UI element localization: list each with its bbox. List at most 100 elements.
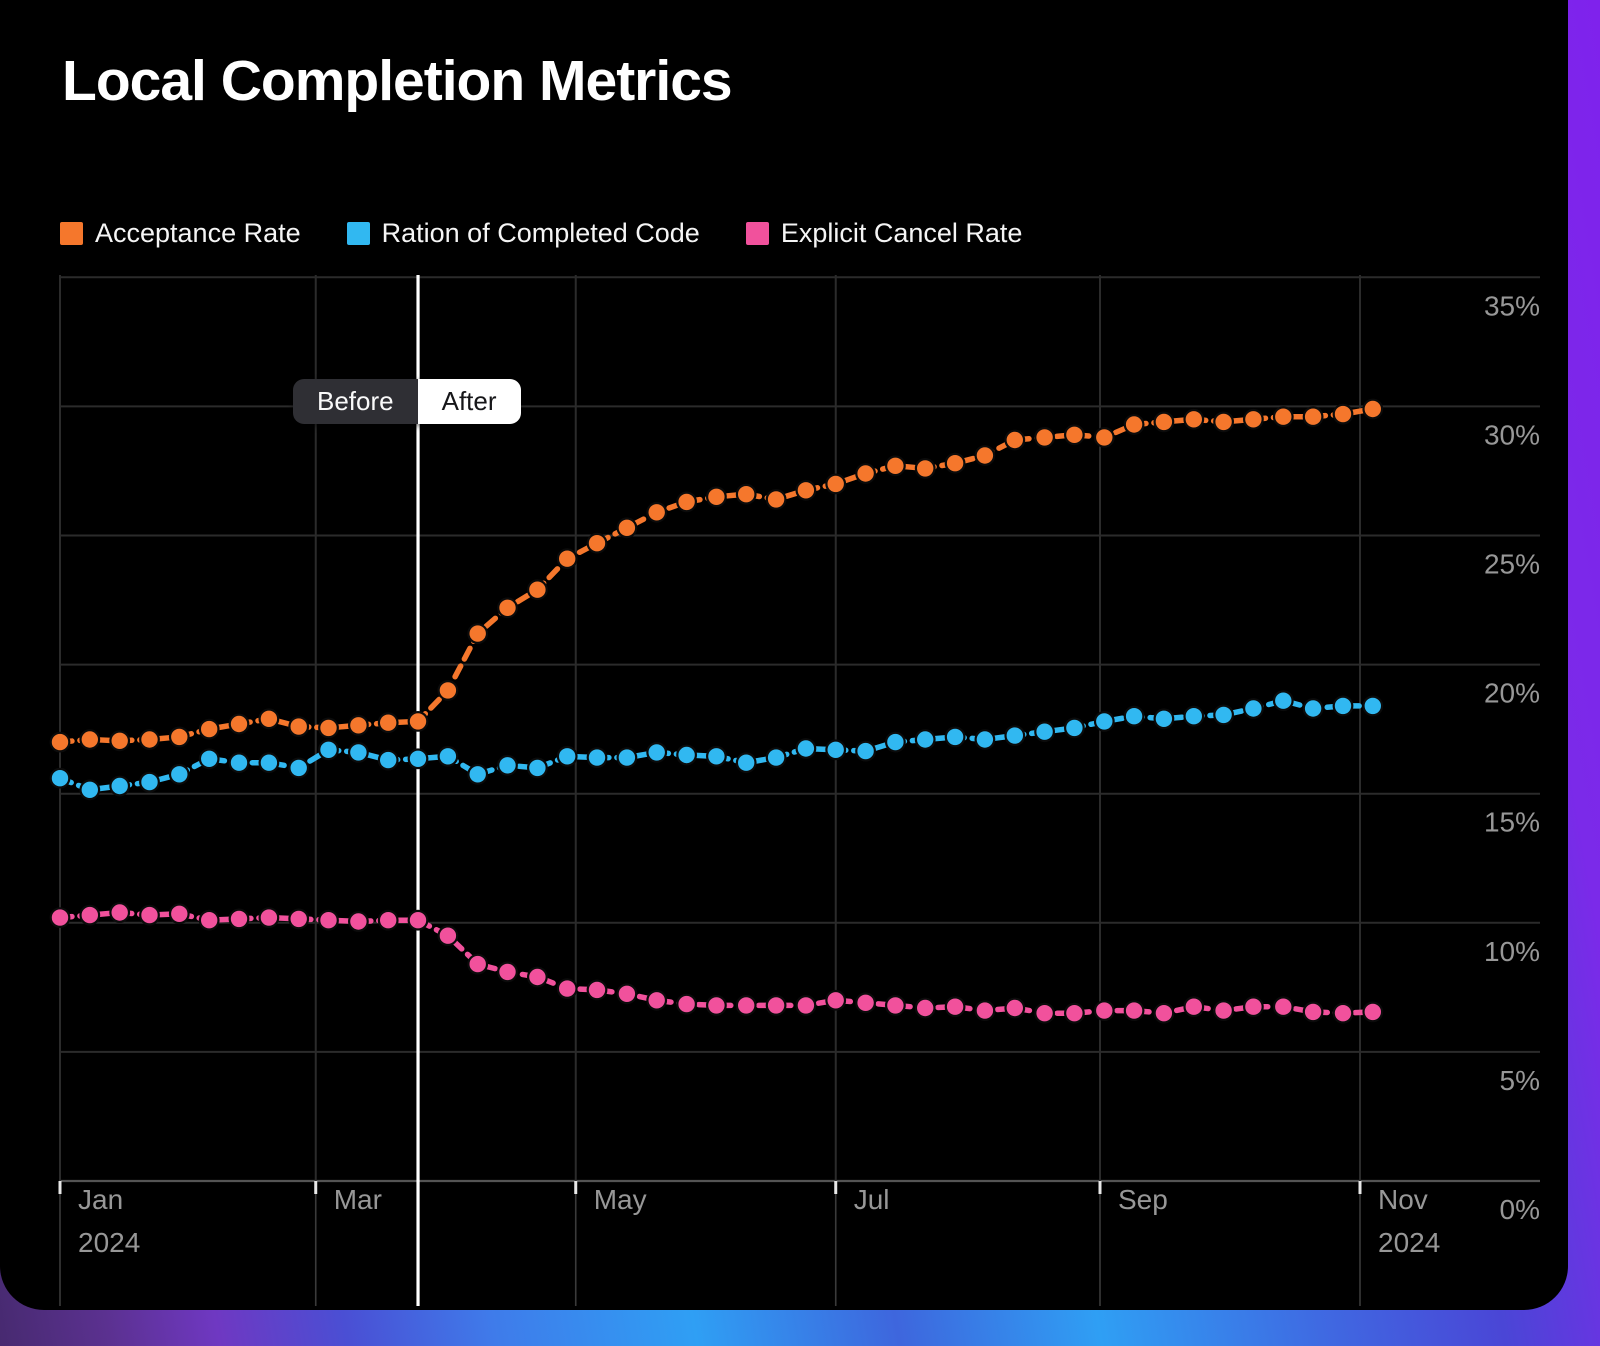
data-point-acceptance-rate: [706, 486, 727, 508]
legend-label: Ration of Completed Code: [381, 218, 700, 248]
data-point-ration-of-completed-code: [467, 763, 489, 785]
data-point-acceptance-rate: [1123, 414, 1145, 435]
data-point-acceptance-rate: [228, 713, 250, 735]
data-point-explicit-cancel-rate: [974, 1000, 996, 1021]
data-point-explicit-cancel-rate: [1183, 996, 1205, 1018]
data-point-explicit-cancel-rate: [49, 907, 71, 928]
toggle-before-button[interactable]: Before: [293, 379, 418, 424]
legend-item-acceptance-rate: Acceptance Rate: [60, 218, 301, 249]
y-axis-label: 30%: [1484, 419, 1540, 450]
data-point-acceptance-rate: [377, 712, 399, 734]
data-point-ration-of-completed-code: [944, 726, 966, 748]
data-point-ration-of-completed-code: [1362, 695, 1384, 717]
data-point-ration-of-completed-code: [1213, 704, 1234, 726]
data-point-ration-of-completed-code: [109, 775, 131, 797]
chart-panel: 0% 5% 10% 15% 20% 25% 30% 35% Jan 2024 Mar May Jul Se…: [49, 49, 1540, 1306]
data-point-ration-of-completed-code: [49, 767, 71, 789]
data-point-acceptance-rate: [1362, 398, 1384, 420]
data-point-acceptance-rate: [288, 716, 310, 737]
data-point-explicit-cancel-rate: [825, 989, 847, 1011]
data-point-acceptance-rate: [676, 491, 697, 513]
legend-label: Acceptance Rate: [95, 218, 301, 248]
data-point-explicit-cancel-rate: [735, 995, 757, 1016]
data-point-explicit-cancel-rate: [288, 908, 310, 930]
data-point-ration-of-completed-code: [318, 739, 339, 761]
toggle-after-button[interactable]: After: [417, 379, 521, 424]
data-point-acceptance-rate: [1242, 408, 1264, 430]
data-point-acceptance-rate: [258, 708, 280, 730]
data-point-acceptance-rate: [109, 730, 131, 752]
data-point-explicit-cancel-rate: [1093, 1000, 1115, 1021]
data-point-explicit-cancel-rate: [79, 904, 101, 926]
data-point-acceptance-rate: [527, 579, 548, 601]
legend-label: Explicit Cancel Rate: [780, 218, 1023, 248]
data-point-ration-of-completed-code: [616, 747, 638, 768]
data-point-ration-of-completed-code: [1123, 705, 1145, 727]
y-axis-label: 35%: [1484, 290, 1540, 321]
x-axis-sublabel: 2024: [78, 1227, 140, 1258]
data-point-ration-of-completed-code: [1093, 711, 1115, 732]
data-point-ration-of-completed-code: [1063, 717, 1085, 739]
data-point-explicit-cancel-rate: [855, 992, 876, 1014]
data-point-explicit-cancel-rate: [944, 996, 966, 1018]
data-point-acceptance-rate: [855, 463, 876, 484]
data-point-acceptance-rate: [1034, 427, 1055, 448]
data-point-acceptance-rate: [437, 680, 459, 701]
data-point-explicit-cancel-rate: [616, 983, 638, 1005]
data-point-ration-of-completed-code: [258, 752, 280, 774]
data-point-acceptance-rate: [348, 714, 369, 736]
data-point-ration-of-completed-code: [855, 740, 876, 762]
data-point-explicit-cancel-rate: [676, 993, 697, 1015]
x-axis-label: Jul: [854, 1184, 890, 1215]
data-point-explicit-cancel-rate: [1123, 1000, 1145, 1021]
data-point-explicit-cancel-rate: [168, 903, 190, 925]
data-point-ration-of-completed-code: [348, 742, 369, 763]
data-point-acceptance-rate: [1153, 411, 1175, 433]
data-point-ration-of-completed-code: [676, 744, 697, 766]
data-point-explicit-cancel-rate: [109, 902, 131, 923]
data-point-ration-of-completed-code: [1302, 698, 1324, 719]
data-point-ration-of-completed-code: [139, 771, 160, 793]
legend-item-explicit-cancel-rate: Explicit Cancel Rate: [745, 218, 1023, 249]
data-point-acceptance-rate: [1004, 429, 1026, 451]
data-point-ration-of-completed-code: [1272, 690, 1294, 712]
page-title: Local Completion Metrics: [62, 49, 733, 113]
data-point-ration-of-completed-code: [79, 779, 101, 801]
data-point-acceptance-rate: [1302, 406, 1324, 428]
data-point-explicit-cancel-rate: [318, 909, 339, 931]
y-axis-label: 15%: [1484, 807, 1540, 838]
x-axis-label: Nov: [1378, 1184, 1428, 1215]
data-point-ration-of-completed-code: [795, 738, 817, 759]
x-axis-sublabel: 2024: [1378, 1227, 1440, 1258]
data-point-acceptance-rate: [885, 455, 906, 477]
data-point-explicit-cancel-rate: [556, 978, 578, 999]
data-point-explicit-cancel-rate: [1272, 996, 1294, 1018]
y-axis-label: 20%: [1484, 678, 1540, 709]
data-point-explicit-cancel-rate: [228, 908, 250, 930]
before-after-toggle[interactable]: Before After: [293, 379, 521, 424]
data-point-ration-of-completed-code: [288, 757, 310, 779]
data-point-acceptance-rate: [735, 483, 757, 505]
x-axis-label: Mar: [334, 1184, 382, 1215]
data-point-acceptance-rate: [1332, 403, 1354, 425]
data-point-explicit-cancel-rate: [706, 995, 727, 1016]
x-axis-label: Jan: [78, 1184, 123, 1215]
x-gridlines: Jan 2024 Mar May Jul Sep Nov 2024: [58, 275, 1440, 1306]
data-point-explicit-cancel-rate: [1004, 997, 1026, 1019]
data-point-explicit-cancel-rate: [407, 909, 429, 931]
data-point-explicit-cancel-rate: [1034, 1002, 1055, 1024]
data-point-acceptance-rate: [467, 623, 489, 644]
data-point-explicit-cancel-rate: [1302, 1001, 1324, 1023]
data-point-ration-of-completed-code: [914, 729, 936, 750]
y-axis-label: 5%: [1500, 1065, 1540, 1096]
legend-item-ration-of-completed-code: Ration of Completed Code: [346, 218, 700, 249]
data-point-explicit-cancel-rate: [258, 907, 280, 928]
data-point-ration-of-completed-code: [1332, 695, 1354, 717]
data-point-explicit-cancel-rate: [437, 925, 459, 947]
data-point-ration-of-completed-code: [527, 757, 548, 779]
data-point-ration-of-completed-code: [497, 754, 518, 776]
explicit-cancel-rate-swatch-icon: [745, 222, 769, 245]
series-explicit-cancel-rate: [49, 902, 1384, 1024]
data-point-ration-of-completed-code: [556, 745, 578, 767]
data-point-explicit-cancel-rate: [1242, 996, 1264, 1018]
